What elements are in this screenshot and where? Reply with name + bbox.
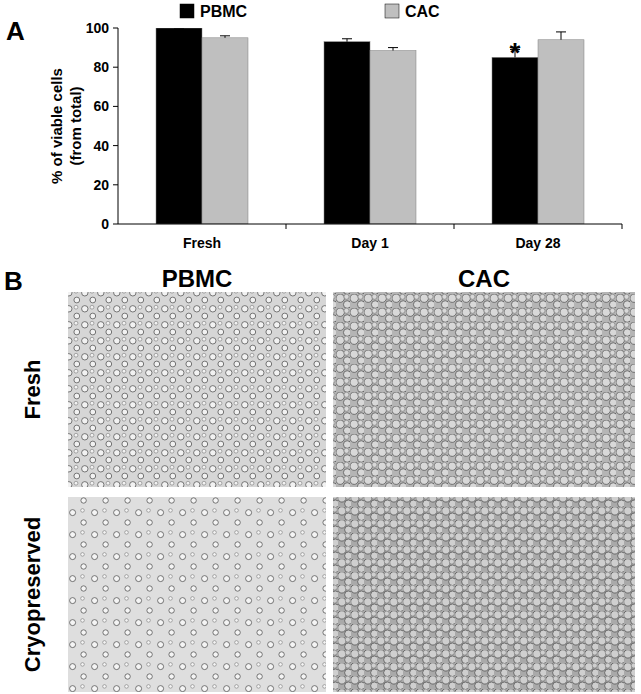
x-axis (118, 224, 622, 225)
y-axis (118, 28, 119, 224)
y-tick-label: 60 (93, 98, 109, 114)
x-tick-label: Day 28 (515, 235, 560, 251)
panel-label: B (4, 266, 23, 296)
y-tick (113, 224, 118, 225)
x-tick (454, 224, 455, 229)
y-tick (113, 184, 118, 185)
error-bar (220, 36, 230, 38)
x-tick (622, 224, 623, 229)
y-tick (113, 145, 118, 146)
y-axis-title: % of viable cells(from total) (48, 68, 84, 184)
column-header: PBMC (162, 265, 233, 292)
error-bar (556, 32, 566, 40)
figure: A PBMC CAC % of viable cells(from total) 0 20… (0, 0, 641, 694)
error-cap (556, 31, 566, 32)
error-bar (388, 48, 398, 51)
x-tick-label: Fresh (183, 235, 221, 251)
annotation: * (510, 37, 521, 68)
row-header: Fresh (20, 360, 45, 420)
bar (492, 57, 538, 224)
error-whisker (561, 32, 562, 40)
y-tick (113, 28, 118, 29)
bar (324, 42, 370, 224)
bar (202, 38, 248, 224)
error-bar (342, 39, 352, 42)
y-tick (113, 67, 118, 68)
error-cap (174, 28, 184, 29)
legend-swatch (385, 4, 399, 18)
panel-label: A (6, 16, 25, 46)
x-tick-label: Day 1 (351, 235, 389, 251)
bar (156, 28, 202, 224)
error-cap (342, 38, 352, 39)
x-tick (286, 224, 287, 229)
error-cap (388, 47, 398, 48)
legend-swatch (180, 4, 194, 18)
y-tick-label: 80 (93, 59, 109, 75)
y-axis-title-line: (from total) (67, 86, 84, 165)
y-tick (113, 106, 118, 107)
micrograph (333, 497, 635, 692)
y-tick-label: 20 (93, 177, 109, 193)
y-tick-label: 0 (101, 216, 109, 232)
error-cap (220, 35, 230, 36)
micrograph (68, 292, 326, 487)
legend-label: CAC (405, 3, 440, 20)
legend-label: PBMC (200, 3, 248, 20)
y-tick-label: 100 (86, 20, 110, 36)
micrograph (333, 292, 635, 487)
y-tick-label: 40 (93, 138, 109, 154)
bar (370, 51, 416, 224)
micrograph (68, 497, 326, 692)
column-header: CAC (458, 265, 510, 292)
error-bar (174, 28, 184, 29)
row-header: Cryopreserved (20, 517, 45, 672)
plot-area (156, 28, 584, 224)
bar (538, 40, 584, 224)
y-axis-title-line: % of viable cells (48, 68, 65, 184)
